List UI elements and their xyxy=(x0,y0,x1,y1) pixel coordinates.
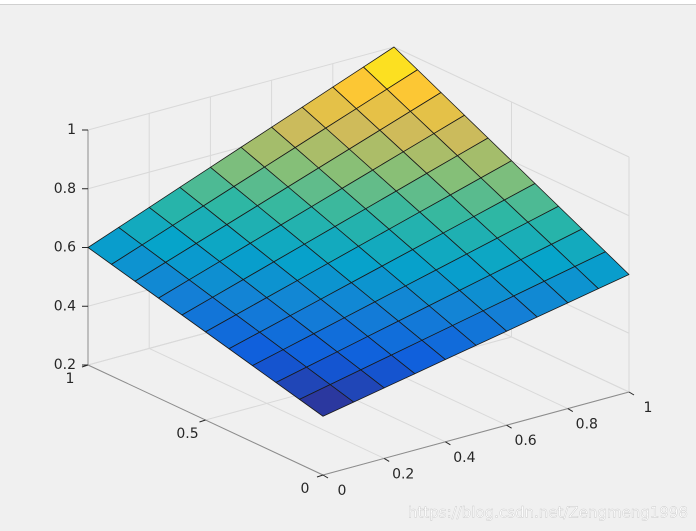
x-tick-label: 1 xyxy=(644,400,653,416)
grid-line xyxy=(393,46,630,158)
x-tick-label: 0.8 xyxy=(576,417,598,433)
y-tick-label: 0.5 xyxy=(176,426,198,442)
x-tick xyxy=(628,391,635,396)
x-tick xyxy=(322,474,329,479)
y-tick xyxy=(199,419,206,423)
z-tick-label: 0.2 xyxy=(54,357,76,373)
toolbar-strip xyxy=(0,0,696,4)
x-tick-label: 0.2 xyxy=(392,466,414,482)
z-tick-label: 0.6 xyxy=(54,240,76,256)
x-axis-line xyxy=(322,391,630,476)
x-tick-label: 0.4 xyxy=(453,450,475,466)
y-tick xyxy=(316,474,324,478)
x-tick xyxy=(506,424,512,429)
surface-patch xyxy=(299,384,355,417)
z-tick-label: 0.4 xyxy=(54,298,76,314)
watermark: https://blog.csdn.net/Zengmeng1998 xyxy=(408,504,688,522)
z-tick-label: 1 xyxy=(67,122,76,138)
x-tick xyxy=(445,441,451,446)
x-tick-label: 0 xyxy=(338,483,347,499)
x-tick-label: 0.6 xyxy=(514,433,536,449)
x-tick xyxy=(383,457,390,462)
y-tick-label: 0 xyxy=(301,481,310,497)
x-tick xyxy=(567,408,574,413)
grid-line xyxy=(87,46,395,131)
z-tick-label: 0.8 xyxy=(54,181,76,197)
y-tick-label: 1 xyxy=(66,371,75,387)
